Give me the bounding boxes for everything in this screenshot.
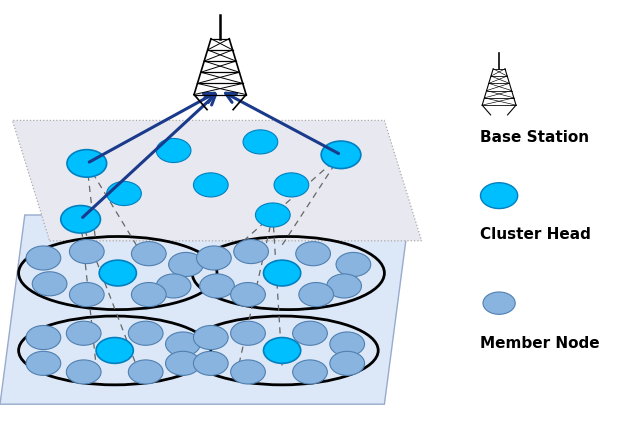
Circle shape	[231, 321, 265, 345]
Circle shape	[293, 321, 327, 345]
Circle shape	[26, 246, 61, 270]
Circle shape	[330, 351, 365, 375]
Circle shape	[264, 338, 301, 363]
Circle shape	[296, 242, 330, 266]
Circle shape	[200, 274, 234, 298]
Circle shape	[243, 130, 278, 154]
Circle shape	[480, 183, 518, 209]
Circle shape	[66, 321, 101, 345]
Circle shape	[193, 351, 228, 375]
Text: Base Station: Base Station	[480, 130, 590, 145]
Circle shape	[166, 332, 200, 356]
Circle shape	[197, 246, 231, 270]
Circle shape	[128, 360, 163, 384]
Circle shape	[107, 181, 141, 206]
Circle shape	[321, 141, 361, 169]
Polygon shape	[0, 215, 409, 404]
Circle shape	[264, 260, 301, 286]
Circle shape	[299, 283, 334, 307]
Circle shape	[131, 283, 166, 307]
Polygon shape	[12, 120, 422, 241]
Circle shape	[193, 326, 228, 350]
Circle shape	[336, 252, 371, 276]
Circle shape	[293, 360, 327, 384]
Circle shape	[193, 173, 228, 197]
Circle shape	[69, 283, 104, 307]
Circle shape	[96, 338, 133, 363]
Circle shape	[330, 332, 365, 356]
Circle shape	[67, 150, 107, 177]
Circle shape	[231, 360, 265, 384]
Circle shape	[156, 274, 191, 298]
Circle shape	[131, 242, 166, 266]
Circle shape	[483, 292, 515, 314]
Circle shape	[166, 351, 200, 375]
Circle shape	[156, 138, 191, 163]
Circle shape	[255, 203, 290, 227]
Circle shape	[32, 272, 67, 296]
Circle shape	[169, 252, 203, 276]
Circle shape	[69, 240, 104, 264]
Circle shape	[99, 260, 136, 286]
Circle shape	[128, 321, 163, 345]
Circle shape	[231, 283, 265, 307]
Text: Cluster Head: Cluster Head	[480, 227, 591, 242]
Circle shape	[274, 173, 309, 197]
Circle shape	[26, 326, 61, 350]
Circle shape	[61, 206, 100, 233]
Circle shape	[327, 274, 361, 298]
Circle shape	[234, 240, 268, 264]
Circle shape	[66, 360, 101, 384]
Circle shape	[26, 351, 61, 375]
Text: Member Node: Member Node	[480, 337, 600, 351]
